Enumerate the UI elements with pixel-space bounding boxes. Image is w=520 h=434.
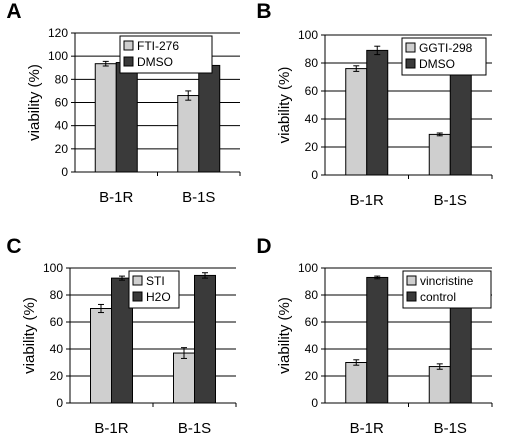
panel-b-legend-label: DMSO: [419, 57, 455, 71]
panel-d-bar: [428, 366, 451, 404]
panel-a-ytick-label: 80: [55, 72, 69, 86]
panel-d-ytick-label: 0: [311, 396, 318, 410]
panel-c-category-label: B-1R: [94, 420, 128, 434]
panel-c-bar: [194, 274, 216, 404]
panel-b-bar: [345, 68, 368, 176]
panel-c-bar: [173, 352, 195, 404]
panel-d-category-label: B-1R: [350, 420, 384, 434]
panel-b-category-label: B-1R: [350, 192, 384, 209]
panel-d-ytick-label: 100: [298, 261, 318, 275]
panel-a-legend-swatch: [123, 40, 134, 51]
panel-c-ytick-label: 60: [50, 315, 64, 329]
panel-c-legend-label: STI: [146, 274, 165, 288]
panel-d-legend-swatch: [406, 291, 417, 302]
panel-b-ytick-label: 100: [298, 28, 318, 42]
panel-d-ytick-label: 20: [305, 369, 319, 383]
panel-c-ytick-label: 20: [50, 369, 64, 383]
panel-b-ylabel: viability (%): [276, 67, 293, 144]
panel-b-legend-box: [401, 37, 487, 76]
panel-b-category-label: B-1S: [434, 192, 467, 209]
panel-a-bar: [94, 63, 117, 173]
panel-b-legend-label: GGTI-298: [419, 41, 473, 55]
panel-a-legend-box: [119, 35, 213, 74]
panel-b-ytick-label: 40: [305, 112, 319, 126]
panel-d-category-label: B-1S: [434, 420, 467, 434]
panel-b-ytick-label: 20: [305, 140, 319, 154]
panel-a-ytick-label: 0: [61, 165, 68, 179]
panel-a-ytick-label: 40: [55, 119, 69, 133]
panel-b-legend-swatch: [405, 58, 416, 69]
panel-c-bar: [90, 308, 112, 404]
panel-c-category-label: B-1S: [178, 420, 211, 434]
panel-c-ytick-label: 100: [43, 261, 63, 275]
panel-c-ylabel: viability (%): [21, 297, 38, 374]
panel-a-legend-label: DMSO: [137, 55, 173, 69]
panel-b-letter: B: [256, 0, 271, 23]
panel-a-legend-label: FTI-276: [137, 39, 179, 53]
panel-d-bar: [366, 276, 389, 404]
panel-c-ytick-label: 0: [56, 396, 63, 410]
panel-b-ytick-label: 80: [305, 56, 319, 70]
panel-a-legend-swatch: [123, 56, 134, 67]
panel-d-legend-box: [402, 270, 492, 309]
panel-b-bar: [428, 133, 451, 176]
panel-a-ytick-label: 60: [55, 96, 69, 110]
panel-c-legend-label: H2O: [146, 290, 171, 304]
panel-b-legend-swatch: [405, 42, 416, 53]
panel-a-ytick-label: 100: [48, 49, 68, 63]
panel-d-legend-swatch: [406, 275, 417, 286]
panel-d-legend-label: vincristine: [420, 274, 474, 288]
panel-b-ytick-label: 60: [305, 84, 319, 98]
panel-d-letter: D: [256, 235, 271, 258]
panel-a-category-label: B-1R: [99, 189, 133, 206]
panel-a-category-label: B-1S: [182, 189, 215, 206]
panel-a-ylabel: viability (%): [26, 64, 43, 141]
panel-c-letter: C: [6, 235, 21, 258]
panel-a-ytick-label: 20: [55, 142, 69, 156]
panel-d-ytick-label: 40: [305, 342, 319, 356]
panel-b-ytick-label: 0: [311, 168, 318, 182]
panel-c-legend-swatch: [132, 291, 143, 302]
panel-d-ytick-label: 60: [305, 315, 319, 329]
panel-a-bar: [115, 62, 138, 173]
panel-a-letter: A: [6, 0, 21, 23]
panel-a-bar: [177, 95, 200, 173]
panel-d-ytick-label: 80: [305, 288, 319, 302]
panel-c-ytick-label: 40: [50, 342, 64, 356]
panel-a-ytick-label: 120: [48, 26, 68, 40]
panel-c-legend-swatch: [132, 275, 143, 286]
panel-b-bar: [366, 49, 389, 176]
panel-a-bar: [198, 64, 221, 173]
panel-c-ytick-label: 80: [50, 288, 64, 302]
panel-d-legend-label: control: [420, 290, 456, 304]
panel-d-ylabel: viability (%): [276, 297, 293, 374]
panel-d-bar: [345, 362, 368, 404]
